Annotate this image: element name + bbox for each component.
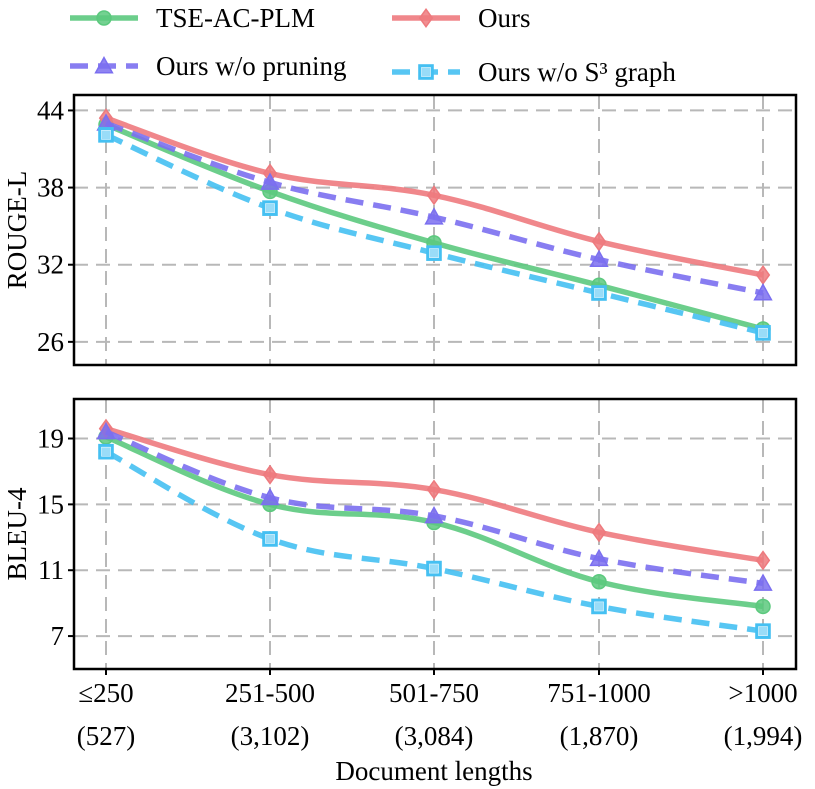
- bleu-4-point-ours-w-o-pruning: [424, 505, 444, 524]
- bleu-4-point-ours-w-o-s-graph-fill: [101, 447, 111, 456]
- bleu-4-point-ours-w-o-s-graph-fill: [594, 602, 604, 611]
- rouge-l-point-ours-w-o-s-graph-fill: [758, 328, 768, 338]
- legend-label: Ours: [478, 3, 531, 33]
- legend-item-ours-w-o-pruning: Ours w/o pruning: [70, 51, 347, 81]
- x-axis: ≤250 (527) 251-500 (3,102) 501-750 (3,084) 751…: [77, 669, 803, 751]
- bleu-4-point-tse-ac-plm: [755, 598, 771, 615]
- legend-marker-fill: [421, 67, 431, 77]
- rouge-l-y-tick-label: 32: [37, 250, 64, 280]
- legend: TSE-AC-PLM Ours Ours w/o pruning Ours w/o S…: [70, 3, 676, 87]
- bleu-4-point-ours: [591, 522, 607, 543]
- bleu-4-point-ours-w-o-pruning: [753, 573, 773, 591]
- x-axis-title: Document lengths: [335, 756, 532, 786]
- rouge-l-point-ours-w-o-pruning: [260, 172, 280, 190]
- rouge-l-point-ours-w-o-pruning: [424, 207, 444, 225]
- rouge-l-y-tick-label: 38: [37, 173, 64, 203]
- x-tick-label-count: (3,084): [395, 721, 474, 751]
- rouge-l-point-ours: [426, 185, 442, 206]
- bleu-4-series-ours: [98, 418, 771, 571]
- x-tick-label-count: (1,870): [560, 721, 639, 751]
- legend-item-tse-ac-plm: TSE-AC-PLM: [70, 3, 315, 33]
- rouge-l-point-ours-w-o-pruning: [589, 249, 609, 268]
- bleu-4-series-ours-w-o-pruning: [96, 421, 773, 591]
- bleu-4-y-axis-title: BLEU-4: [2, 487, 32, 580]
- bleu-4-y-tick-label: 11: [38, 555, 64, 585]
- x-tick-label-range: 251-500: [225, 678, 315, 708]
- rouge-l-point-ours-w-o-pruning: [753, 283, 773, 301]
- bleu-4-y-tick-label: 7: [51, 621, 65, 651]
- rouge-l-panel: 26 32 38 44 ROUGE-L: [2, 93, 798, 367]
- bleu-4-point-ours-w-o-pruning: [589, 548, 609, 567]
- bleu-4-point-ours-w-o-s-graph-fill: [429, 564, 439, 573]
- x-tick-label-count: (527): [77, 721, 135, 751]
- x-tick-label-count: (1,994): [724, 721, 803, 751]
- bleu-4-point-ours: [755, 550, 771, 571]
- bleu-4-point-tse-ac-plm: [591, 573, 607, 590]
- legend-label: TSE-AC-PLM: [156, 3, 315, 33]
- rouge-l-point-ours: [591, 231, 607, 252]
- legend-item-ours-w-o-s-graph: Ours w/o S³ graph: [392, 57, 676, 87]
- rouge-l-point-ours-w-o-s-graph-fill: [265, 203, 275, 213]
- bleu-4-point-ours-w-o-s-graph-fill: [265, 534, 275, 544]
- rouge-l-point-ours-w-o-s-graph-fill: [594, 288, 604, 298]
- bleu-4-point-ours-w-o-s-graph-fill: [758, 626, 768, 636]
- rouge-l-y-tick-label: 26: [37, 327, 64, 357]
- legend-item-ours: Ours: [392, 3, 531, 33]
- bleu-4-point-ours-w-o-pruning: [260, 487, 280, 506]
- legend-marker: [418, 7, 434, 29]
- rouge-l-y-axis-title: ROUGE-L: [2, 171, 32, 289]
- rouge-l-series-ours-w-o-s-graph: [98, 127, 771, 341]
- x-tick-label-range: 751-1000: [547, 678, 651, 708]
- rouge-l-plot-frame: [72, 93, 798, 367]
- bleu-4-y-tick-label: 15: [37, 489, 64, 519]
- legend-marker: [96, 10, 112, 26]
- bleu-4-y-tick-label: 19: [37, 424, 64, 454]
- x-tick-label-range: ≤250: [78, 678, 133, 708]
- x-tick-label-range: 501-750: [389, 678, 479, 708]
- bleu-4-point-ours-w-o-pruning: [96, 421, 116, 440]
- rouge-l-series-ours-w-o-pruning: [96, 113, 773, 301]
- rouge-l-point-ours-w-o-s-graph-fill: [101, 130, 111, 140]
- rouge-l-point-ours: [755, 264, 771, 286]
- bleu-4-panel: 7 11 15 19 BLEU-4: [2, 397, 798, 671]
- rouge-l-y-tick-label: 44: [37, 95, 65, 125]
- bleu-4-point-ours: [262, 464, 278, 485]
- bleu-4-point-ours: [426, 479, 442, 500]
- bleu-4-series-ours-w-o-s-graph: [98, 443, 771, 639]
- legend-label: Ours w/o S³ graph: [478, 57, 676, 87]
- rouge-l-point-ours-w-o-s-graph-fill: [429, 248, 439, 258]
- legend-label: Ours w/o pruning: [156, 51, 347, 81]
- x-tick-label-range: >1000: [728, 678, 797, 708]
- legend-marker: [94, 56, 114, 74]
- x-tick-label-count: (3,102): [231, 721, 310, 751]
